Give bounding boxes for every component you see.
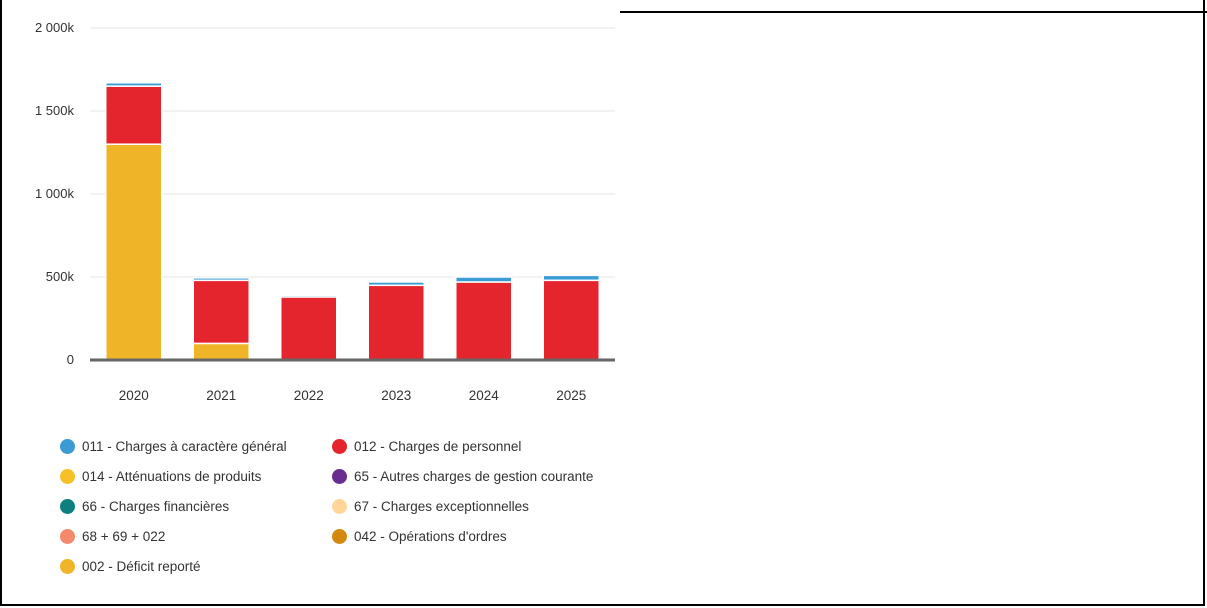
legend-item[interactable]: 66 - Charges financières: [60, 495, 332, 517]
legend-label: 65 - Autres charges de gestion courante: [354, 468, 594, 484]
x-tick-label: 2020: [119, 388, 149, 403]
y-tick-label: 2 000k: [35, 20, 75, 35]
legend-label: 011 - Charges à caractère général: [82, 438, 287, 454]
legend-label: 66 - Charges financières: [82, 498, 230, 514]
bar-segment: [280, 294, 338, 298]
x-tick-label: 2022: [294, 388, 324, 403]
bar-segment: [455, 276, 513, 283]
legend-dot-icon: [60, 498, 75, 514]
legend-item[interactable]: 014 - Atténuations de produits: [60, 465, 332, 487]
legend-item[interactable]: 042 - Opérations d'ordres: [332, 525, 632, 547]
legend-label: 002 - Déficit reporté: [82, 558, 201, 574]
bar-segment: [455, 281, 513, 361]
legend-label: 014 - Atténuations de produits: [82, 468, 262, 484]
bar-segment: [542, 274, 600, 282]
x-tick-label: 2024: [469, 388, 500, 403]
y-tick-label: 1 000k: [35, 186, 75, 201]
bar-segment: [367, 281, 425, 287]
bar-segment: [192, 277, 250, 282]
legend-dot-icon: [60, 528, 75, 544]
legend-dot-icon: [332, 498, 347, 514]
legend-dot-icon: [332, 528, 347, 544]
legend-dot-icon: [60, 438, 75, 454]
legend-item[interactable]: 65 - Autres charges de gestion courante: [332, 465, 632, 487]
y-tick-label: 1 500k: [35, 103, 75, 118]
bar-segment: [105, 82, 163, 87]
x-tick-label: 2023: [381, 388, 411, 403]
bar-segment: [367, 284, 425, 361]
chart-legend: 011 - Charges à caractère général 012 - …: [60, 435, 632, 577]
legend-label: 67 - Charges exceptionnelles: [354, 498, 529, 514]
bar-segment: [280, 296, 338, 361]
legend-dot-icon: [60, 468, 75, 484]
x-tick-label: 2021: [206, 388, 236, 403]
legend-label: 68 + 69 + 022: [82, 528, 166, 544]
bar-segment: [105, 143, 163, 361]
stacked-bar-chart: 0 500k 1 000k 1 500k 2 000k 2020 2021 2022 2023 2…: [35, 20, 615, 403]
legend-dot-icon: [60, 558, 75, 574]
legend-label: 042 - Opérations d'ordres: [354, 528, 507, 544]
legend-label: 012 - Charges de personnel: [354, 438, 522, 454]
legend-item[interactable]: 012 - Charges de personnel: [332, 435, 632, 457]
x-tick-label: 2025: [556, 388, 586, 403]
bar-segment: [542, 279, 600, 361]
y-tick-label: 0: [67, 352, 74, 367]
legend-item[interactable]: 011 - Charges à caractère général: [60, 435, 332, 457]
legend-item[interactable]: 002 - Déficit reporté: [60, 555, 332, 577]
bar-segment: [192, 279, 250, 345]
legend-dot-icon: [332, 468, 347, 484]
legend-dot-icon: [332, 438, 347, 454]
bar-segment: [192, 342, 250, 361]
bar-segment: [105, 85, 163, 145]
y-tick-label: 500k: [46, 269, 75, 284]
legend-item[interactable]: 68 + 69 + 022: [60, 525, 332, 547]
legend-item[interactable]: 67 - Charges exceptionnelles: [332, 495, 632, 517]
top-border: [620, 11, 1207, 13]
